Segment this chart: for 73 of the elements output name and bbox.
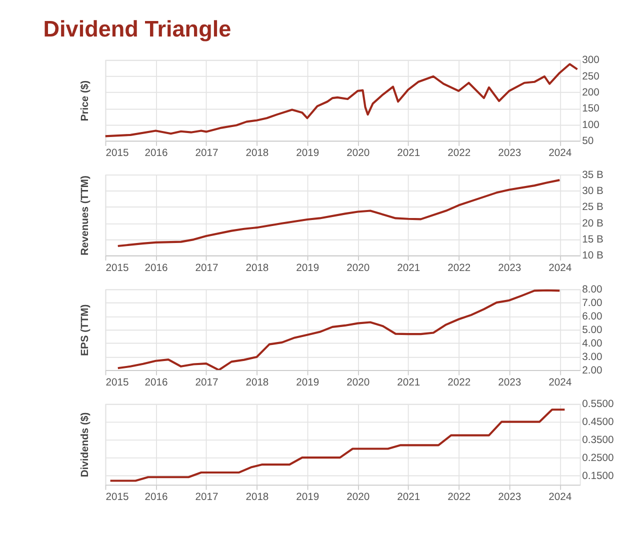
y-tick-label: 20 B (582, 218, 604, 230)
y-tick-label: 0.5500 (582, 399, 614, 410)
x-tick-label: 2018 (246, 492, 269, 504)
y-tick-label: 25 B (582, 202, 604, 214)
x-tick-label: 2019 (296, 262, 320, 274)
x-tick-label: 2020 (346, 492, 370, 504)
x-tick-label: 2020 (346, 378, 370, 389)
y-tick-label: 30 B (582, 186, 604, 198)
x-tick-label: 2021 (397, 262, 420, 274)
x-tick-label: 2015 (106, 492, 129, 504)
line-series (116, 289, 561, 370)
line-series (116, 179, 561, 248)
x-tick-label: 2024 (548, 262, 572, 274)
x-tick-label: 2023 (498, 148, 522, 160)
y-tick-label: 6.00 (582, 311, 603, 322)
y-tick-label: 2.00 (582, 365, 603, 376)
y-tick-label: 200 (582, 88, 600, 99)
y-tick-label: 7.00 (582, 298, 603, 309)
y-axis-title: Price ($) (80, 80, 91, 122)
y-axis-title: EPS (TTM) (80, 304, 91, 356)
y-tick-label: 0.4500 (582, 417, 614, 428)
chart-title: Dividend Triangle (43, 16, 232, 42)
y-tick-label: 0.1500 (582, 471, 614, 482)
line-series (105, 63, 578, 138)
y-tick-label: 50 (582, 136, 594, 148)
x-tick-label: 2023 (498, 262, 522, 274)
x-tick-label: 2017 (195, 378, 218, 389)
y-tick-label: 10 B (582, 250, 604, 262)
x-tick-label: 2017 (195, 492, 218, 504)
x-tick-label: 2019 (296, 378, 320, 389)
x-tick-label: 2023 (498, 378, 522, 389)
x-tick-label: 2021 (397, 492, 420, 504)
x-tick-label: 2016 (144, 378, 168, 389)
x-tick-label: 2022 (448, 262, 471, 274)
x-tick-label: 2022 (448, 148, 471, 160)
x-tick-label: 2018 (246, 262, 269, 274)
x-tick-label: 2023 (498, 492, 522, 504)
x-tick-label: 2019 (296, 492, 320, 504)
x-tick-label: 2016 (144, 262, 168, 274)
x-tick-label: 2022 (448, 378, 471, 389)
x-tick-label: 2024 (548, 148, 572, 160)
x-tick-label: 2015 (106, 148, 129, 160)
x-tick-label: 2020 (346, 262, 370, 274)
y-axis-title: Revenues (TTM) (80, 176, 91, 256)
y-tick-label: 5.00 (582, 324, 603, 336)
x-tick-label: 2024 (548, 378, 572, 389)
x-tick-label: 2021 (397, 148, 420, 160)
y-tick-label: 0.3500 (582, 435, 614, 446)
x-tick-label: 2017 (195, 148, 218, 160)
y-tick-label: 100 (582, 120, 600, 131)
x-tick-label: 2018 (246, 378, 269, 389)
y-tick-label: 300 (582, 55, 600, 66)
line-series (109, 408, 566, 482)
y-tick-label: 150 (582, 104, 600, 115)
x-tick-label: 2015 (106, 262, 129, 274)
x-tick-label: 2016 (144, 492, 168, 504)
y-tick-label: 15 B (582, 234, 604, 246)
x-tick-label: 2015 (106, 378, 129, 389)
x-tick-label: 2021 (397, 378, 420, 389)
y-tick-label: 250 (582, 71, 600, 82)
x-tick-label: 2019 (296, 148, 320, 160)
x-tick-label: 2020 (346, 148, 370, 160)
y-tick-label: 8.00 (582, 284, 603, 296)
y-tick-label: 35 B (582, 170, 604, 181)
x-tick-label: 2018 (246, 148, 269, 160)
y-axis-title: Dividends ($) (80, 412, 91, 478)
x-tick-label: 2017 (195, 262, 218, 274)
y-tick-label: 0.2500 (582, 453, 614, 464)
x-tick-label: 2024 (548, 492, 572, 504)
x-tick-label: 2016 (144, 148, 168, 160)
y-tick-label: 3.00 (582, 352, 603, 363)
x-tick-label: 2022 (448, 492, 471, 504)
y-tick-label: 4.00 (582, 338, 603, 350)
